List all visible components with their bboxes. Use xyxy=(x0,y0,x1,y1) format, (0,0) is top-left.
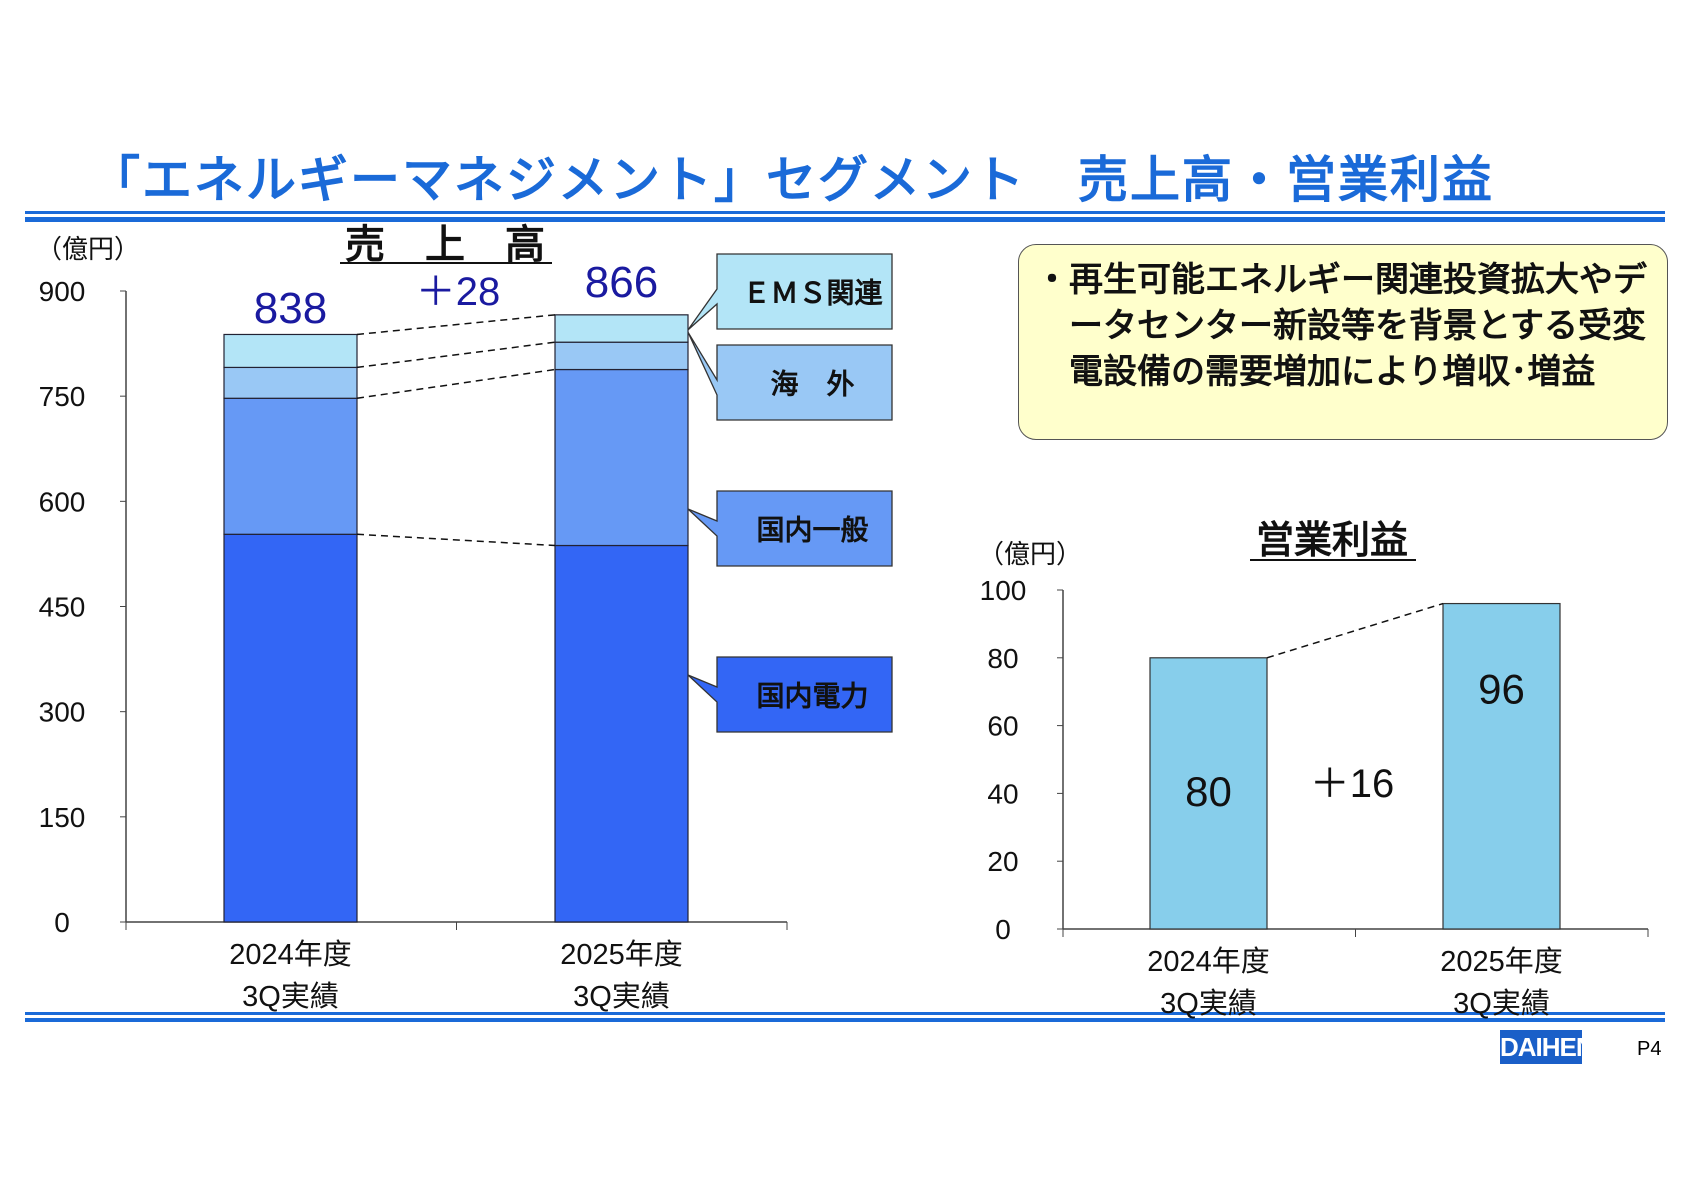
legend-callout xyxy=(687,490,893,567)
bar-segment xyxy=(223,397,358,535)
value-label: 80 xyxy=(1185,768,1232,815)
legend-label: 海 外 xyxy=(770,369,854,400)
bar-segment xyxy=(554,314,689,343)
y-unit-label: （億円） xyxy=(978,539,1082,569)
daihen-logo: DAIHEN xyxy=(1500,1030,1595,1064)
y-tick-label: 0 xyxy=(54,907,70,938)
y-unit-label: （億円） xyxy=(36,234,140,264)
footer-rule-thick xyxy=(25,1018,1665,1022)
profit-bar xyxy=(1442,602,1561,930)
bar-segment xyxy=(554,368,689,547)
x-tick-label: 3Q実績 xyxy=(1160,987,1257,1020)
x-tick-label: 3Q実績 xyxy=(573,980,670,1013)
y-tick-label: 0 xyxy=(995,914,1011,945)
y-tick-label: 40 xyxy=(987,778,1018,809)
legend-callout xyxy=(687,331,893,421)
profit-bar xyxy=(1149,657,1268,930)
y-tick-label: 900 xyxy=(39,276,86,307)
value-label: 96 xyxy=(1478,666,1525,713)
x-tick-label: 3Q実績 xyxy=(1453,987,1550,1020)
profit-title: 営業利益 xyxy=(1256,520,1408,562)
title-rule xyxy=(25,211,1665,214)
y-tick-label: 80 xyxy=(987,643,1018,674)
legend-callout xyxy=(687,656,893,733)
connector-line xyxy=(356,341,556,369)
y-tick-label: 20 xyxy=(987,846,1018,877)
connector-line xyxy=(1266,602,1444,659)
footer-rule xyxy=(25,1012,1665,1015)
y-tick-label: 600 xyxy=(39,486,86,517)
y-tick-label: 60 xyxy=(987,711,1018,742)
legend-callout xyxy=(687,253,893,331)
bar-segment xyxy=(223,333,358,369)
difference-label: ＋16 xyxy=(1310,762,1395,806)
note-bullet: ・ xyxy=(1035,260,1069,300)
connector-line xyxy=(356,314,556,336)
legend-label: 国内一般 xyxy=(756,514,868,546)
connector-line xyxy=(356,368,556,400)
page-number: P4 xyxy=(1637,1038,1662,1060)
total-label: 866 xyxy=(585,258,658,307)
y-tick-label: 300 xyxy=(39,697,86,728)
x-tick-label: 2024年度 xyxy=(1147,945,1270,978)
x-tick-label: 3Q実績 xyxy=(242,980,339,1013)
total-label: 838 xyxy=(254,284,327,333)
bar-segment xyxy=(223,366,358,399)
y-tick-label: 100 xyxy=(980,575,1027,606)
note-text: 再生可能エネルギー関連投資拡大やデータセンター新設等を背景とする受変電設備の需要… xyxy=(1069,260,1647,392)
title-rule-thick xyxy=(25,217,1665,222)
legend-label: 国内電力 xyxy=(756,681,868,712)
x-tick-label: 2024年度 xyxy=(229,938,352,971)
difference-label: ＋28 xyxy=(416,270,501,314)
connector-line xyxy=(356,533,556,547)
bar-segment xyxy=(223,533,358,923)
x-tick-label: 2025年度 xyxy=(560,938,683,971)
sales-title: 売 上 高 xyxy=(345,223,545,267)
y-tick-label: 750 xyxy=(39,381,86,412)
legend-label: ＥＭＳ関連 xyxy=(742,278,883,309)
bar-segment xyxy=(554,341,689,371)
x-tick-label: 2025年度 xyxy=(1440,945,1563,978)
y-tick-label: 450 xyxy=(39,592,86,623)
summary-note: ・ 再生可能エネルギー関連投資拡大やデータセンター新設等を背景とする受変電設備の… xyxy=(1018,244,1668,440)
bar-segment xyxy=(554,544,689,923)
page-title: 「エネルギーマネジメント」セグメント 売上高・営業利益 xyxy=(90,151,1494,209)
y-tick-label: 150 xyxy=(39,802,86,833)
